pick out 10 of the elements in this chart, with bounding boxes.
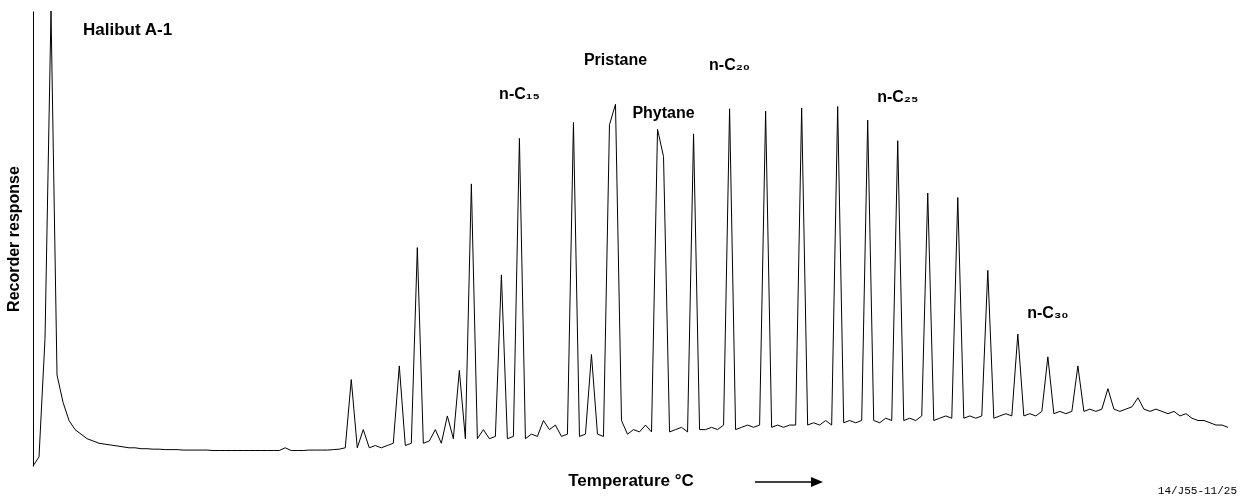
annotation: n-C₃₀: [1027, 303, 1069, 321]
annotation: n-C₁₅: [499, 85, 540, 103]
x-axis-title: Temperature °C: [568, 470, 694, 490]
annotation: n-C₂₅: [877, 87, 919, 105]
annotation: Pristane: [583, 51, 648, 69]
text: 14/J55-11/25: [1157, 485, 1237, 497]
text: Halibut A-1: [83, 19, 173, 39]
annotation: Phytane: [632, 103, 695, 121]
y-axis-title: Recorder response: [4, 165, 22, 312]
annotation: n-C₂₀: [709, 55, 751, 73]
